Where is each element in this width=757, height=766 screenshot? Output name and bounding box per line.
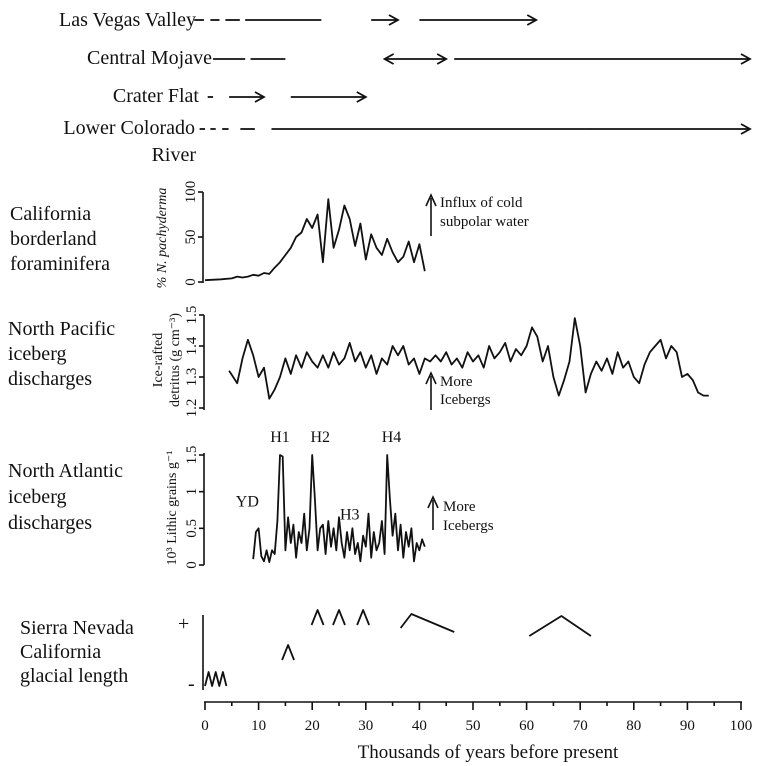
foram-label-line2: borderland <box>10 228 97 250</box>
x-tick-label: 30 <box>358 718 373 734</box>
natl-peak-label: H2 <box>310 429 330 446</box>
npac-annotation-line1: More <box>440 374 473 390</box>
timeline-arrowhead <box>740 53 752 65</box>
x-tick-label: 80 <box>626 718 641 734</box>
npac-y-tick-label: 1.3 <box>184 368 200 387</box>
npac-label-line1: North Pacific <box>8 318 115 340</box>
foram-annotation: Influx of cold subpolar water <box>425 193 529 236</box>
timeline-arrowhead <box>526 14 539 26</box>
npac-label-line2: iceberg <box>8 343 67 365</box>
foram-annotation-line2: subpolar water <box>440 214 529 230</box>
timeline-panel: Las Vegas Valley Central Mojave Crater F… <box>59 9 752 166</box>
timeline-label-crater-flat: Crater Flat <box>113 85 200 107</box>
natl-y-tick-label: 0.5 <box>184 519 200 538</box>
foram-annotation-line1: Influx of cold <box>440 195 523 211</box>
sierra-nevada-panel: Sierra Nevada California glacial length … <box>20 609 592 695</box>
sierra-advance-caret <box>310 609 325 626</box>
timeline-label-lower-colorado: Lower Colorado River <box>63 117 196 166</box>
sierra-label-line1: Sierra Nevada <box>20 617 134 639</box>
x-axis: 0 10 20 30 40 50 60 70 80 90 100 Thousands of year… <box>201 701 753 763</box>
natl-y-tick-label: 0 <box>184 561 200 569</box>
x-tick-label: 100 <box>730 718 753 734</box>
natl-y-tick-label: 1 <box>184 488 200 496</box>
timeline-label-central-mojave: Central Mojave <box>87 47 212 69</box>
natl-y-tick-label: 1.5 <box>184 446 200 465</box>
npac-y-tick-label: 1.2 <box>184 399 200 418</box>
timeline-bars <box>194 14 752 135</box>
x-tick-label: 90 <box>680 718 695 734</box>
natl-label-line2: iceberg <box>8 486 67 508</box>
sierra-advance-caret <box>356 609 370 626</box>
timeline-arrowhead <box>382 53 394 65</box>
foram-y-tick-label: 0 <box>183 278 199 286</box>
npac-label-line3: discharges <box>8 368 92 390</box>
x-tick-label: 60 <box>519 718 534 734</box>
sierra-label-line3: glacial length <box>20 665 128 687</box>
sierra-advance-caret <box>332 609 346 626</box>
foram-y-tick-label: 50 <box>183 230 199 245</box>
natl-annotation-line1: More <box>443 499 476 515</box>
foraminifera-panel: California borderland foraminifera % N. … <box>10 181 529 289</box>
natl-peak-label: H1 <box>270 429 290 446</box>
npac-y-tick-label: 1.5 <box>184 306 200 325</box>
natl-ylabel: 10³ Lithic grains g⁻¹ <box>165 451 180 566</box>
npac-y-tick-label: 1.4 <box>184 336 200 355</box>
x-tick-label: 50 <box>466 718 481 734</box>
sierra-small-advances <box>204 671 228 687</box>
natl-label-line1: North Atlantic <box>8 460 123 482</box>
natl-label-line3: discharges <box>8 512 92 534</box>
x-tick-label: 20 <box>305 718 320 734</box>
timeline-arrowhead <box>436 53 449 65</box>
natl-annotation: More Icebergs <box>427 495 494 534</box>
sierra-minus-tick: - <box>188 673 195 695</box>
npac-ylabel: Ice-rafted detritus (g cm⁻³) <box>151 313 183 407</box>
natl-series-line <box>252 454 426 563</box>
natl-peak-label: H3 <box>340 507 360 524</box>
sierra-advance-wedge <box>528 615 592 637</box>
natl-annotation-line2: Icebergs <box>443 518 494 534</box>
foram-ylabel: % N. pachyderma <box>155 188 170 289</box>
npac-series-line <box>228 317 709 400</box>
x-tick-label: 10 <box>251 718 266 734</box>
natl-peak-label: YD <box>236 493 259 510</box>
timeline-arrowhead <box>740 123 752 135</box>
natl-peak-label: H4 <box>382 429 402 446</box>
north-pacific-panel: North Pacific iceberg discharges Ice-raf… <box>8 306 709 418</box>
sierra-plus-tick: + <box>178 613 189 635</box>
npac-annotation: More Icebergs <box>425 371 491 410</box>
x-tick-label: 70 <box>573 718 588 734</box>
foram-label-line1: California <box>10 203 91 225</box>
foram-label-line3: foraminifera <box>10 253 110 275</box>
timeline-arrowhead <box>356 91 368 103</box>
foram-series-line <box>204 198 426 282</box>
sierra-label-line2: California <box>20 641 101 663</box>
x-axis-title: Thousands of years before present <box>358 742 619 763</box>
sierra-advance-wedge <box>399 613 455 633</box>
foram-y-tick-label: 100 <box>183 181 199 204</box>
x-tick-label: 0 <box>201 718 209 734</box>
sierra-advance-caret <box>281 644 295 661</box>
timeline-label-las-vegas: Las Vegas Valley <box>59 9 196 31</box>
north-atlantic-panel: North Atlantic iceberg discharges 10³ Li… <box>8 429 494 569</box>
npac-annotation-line2: Icebergs <box>440 392 491 408</box>
x-tick-label: 40 <box>412 718 427 734</box>
timeline-arrowhead <box>254 91 266 103</box>
timeline-arrowhead <box>388 14 400 26</box>
